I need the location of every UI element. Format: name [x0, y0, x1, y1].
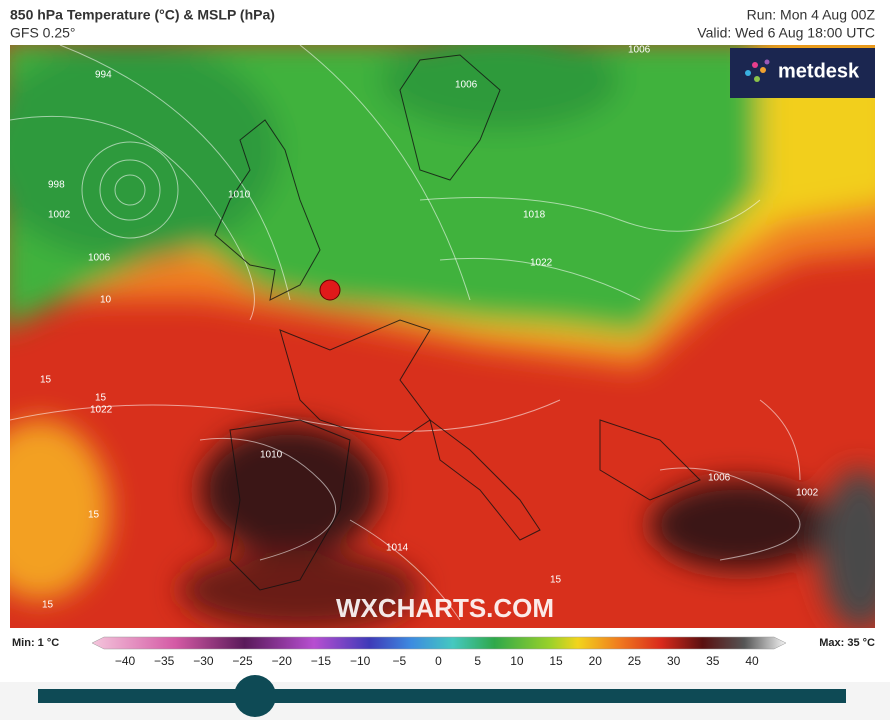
logo-text: metdesk	[778, 60, 860, 82]
subtitle: GFS 0.25°	[10, 25, 76, 41]
isobar-label: 1002	[48, 210, 71, 221]
isobar-label: 1006	[88, 253, 111, 264]
colorbar-tick-label: −5	[392, 654, 406, 668]
colorbar-tick-label: −30	[193, 654, 214, 668]
colorbar-tick-label: 35	[706, 654, 720, 668]
watermark: WXCHARTS.COM	[336, 593, 554, 623]
max-label: Max: 35 °C	[819, 637, 875, 649]
run-time: Run: Mon 4 Aug 00Z	[747, 7, 876, 23]
temperature-label: 15	[88, 510, 100, 521]
colorbar	[91, 636, 787, 650]
isobar-label: 1006	[455, 80, 478, 91]
isobar-label: 994	[95, 70, 112, 81]
slider-knob[interactable]	[234, 675, 276, 717]
colorbar-tick-label: 10	[510, 654, 524, 668]
temperature-label: 15	[42, 600, 54, 611]
min-label: Min: 1 °C	[12, 637, 59, 649]
colorbar-tick-label: 5	[474, 654, 481, 668]
temperature-label: 15	[40, 375, 52, 386]
isobar-label: 1022	[90, 405, 113, 416]
valid-time: Valid: Wed 6 Aug 18:00 UTC	[697, 25, 875, 41]
logo-box	[730, 48, 875, 98]
colorbar-tick-label: −40	[115, 654, 136, 668]
isobar-label: 1006	[628, 45, 651, 56]
temperature-label: 15	[95, 393, 107, 404]
location-marker	[319, 279, 341, 301]
colorbar-tick-label: 20	[589, 654, 603, 668]
isobar-label: 1010	[228, 190, 251, 201]
colorbar-tick-label: −35	[154, 654, 175, 668]
map: 994 998 1002 1006 1010 1006 1006 1018 10…	[10, 45, 875, 628]
temperature-label: 10	[100, 295, 112, 306]
isobar-label: 998	[48, 180, 65, 191]
colorbar-tick-label: −15	[311, 654, 332, 668]
isobar-label: 1010	[260, 450, 283, 461]
isobar-label: 1018	[523, 210, 546, 221]
temperature-label: 15	[550, 575, 562, 586]
colorbar-tick-label: −10	[350, 654, 371, 668]
colorbar-tick-label: −20	[272, 654, 293, 668]
colorbar-tick-label: 25	[628, 654, 642, 668]
colorbar-tick-label: 30	[667, 654, 681, 668]
isobar-label: 1002	[796, 488, 819, 499]
colorbar-tick-label: 40	[745, 654, 759, 668]
colorbar-tick-label: 15	[549, 654, 563, 668]
logo-icon	[745, 59, 770, 82]
isobar-label: 1014	[386, 543, 409, 554]
isobar-label: 1022	[530, 258, 553, 269]
isobar-label: 1006	[708, 473, 731, 484]
colorbar-tick-label: −25	[232, 654, 253, 668]
slider-track[interactable]	[38, 689, 846, 703]
colorbar-tick-label: 0	[435, 654, 442, 668]
title: 850 hPa Temperature (°C) & MSLP (hPa)	[10, 7, 275, 23]
